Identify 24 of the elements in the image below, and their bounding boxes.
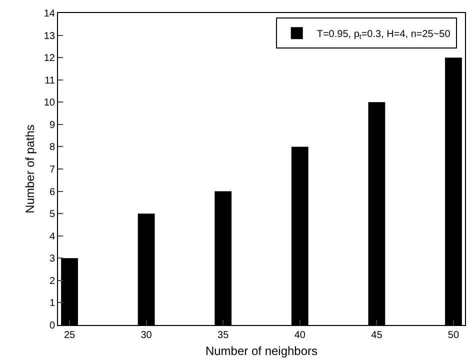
x-tick-label: 40 [294, 330, 306, 341]
y-tick-label: 6 [49, 186, 56, 198]
y-tick-label: 4 [49, 231, 56, 242]
y-tick-label: 1 [49, 298, 56, 310]
y-tick-label: 14 [44, 8, 56, 20]
y-tick-label: 7 [49, 164, 56, 176]
y-tick-label: 3 [49, 254, 56, 265]
x-tick-label: 30 [140, 330, 152, 341]
x-axis-title: Number of neighbors [205, 344, 318, 358]
x-tick-label: 25 [64, 330, 76, 341]
y-tick-label: 8 [49, 142, 56, 154]
y-tick-label: 13 [44, 30, 56, 42]
y-tick-label: 2 [49, 276, 56, 287]
y-axis-title: Number of paths [23, 124, 38, 214]
x-tick-label: 45 [371, 330, 383, 341]
y-tick-label: 12 [44, 53, 56, 64]
legend-label: T=0.95, p$_{t}$=0.3, H=4, n=25~50 [316, 29, 451, 42]
y-tick-label: 11 [44, 75, 56, 86]
x-tick-label: 50 [448, 330, 460, 341]
y-tick-label: 9 [49, 120, 56, 131]
y-tick-label: 0 [49, 320, 56, 332]
y-tick-label: 10 [44, 98, 56, 109]
y-tick-label: 5 [49, 209, 56, 220]
x-tick-label: 35 [218, 330, 230, 341]
